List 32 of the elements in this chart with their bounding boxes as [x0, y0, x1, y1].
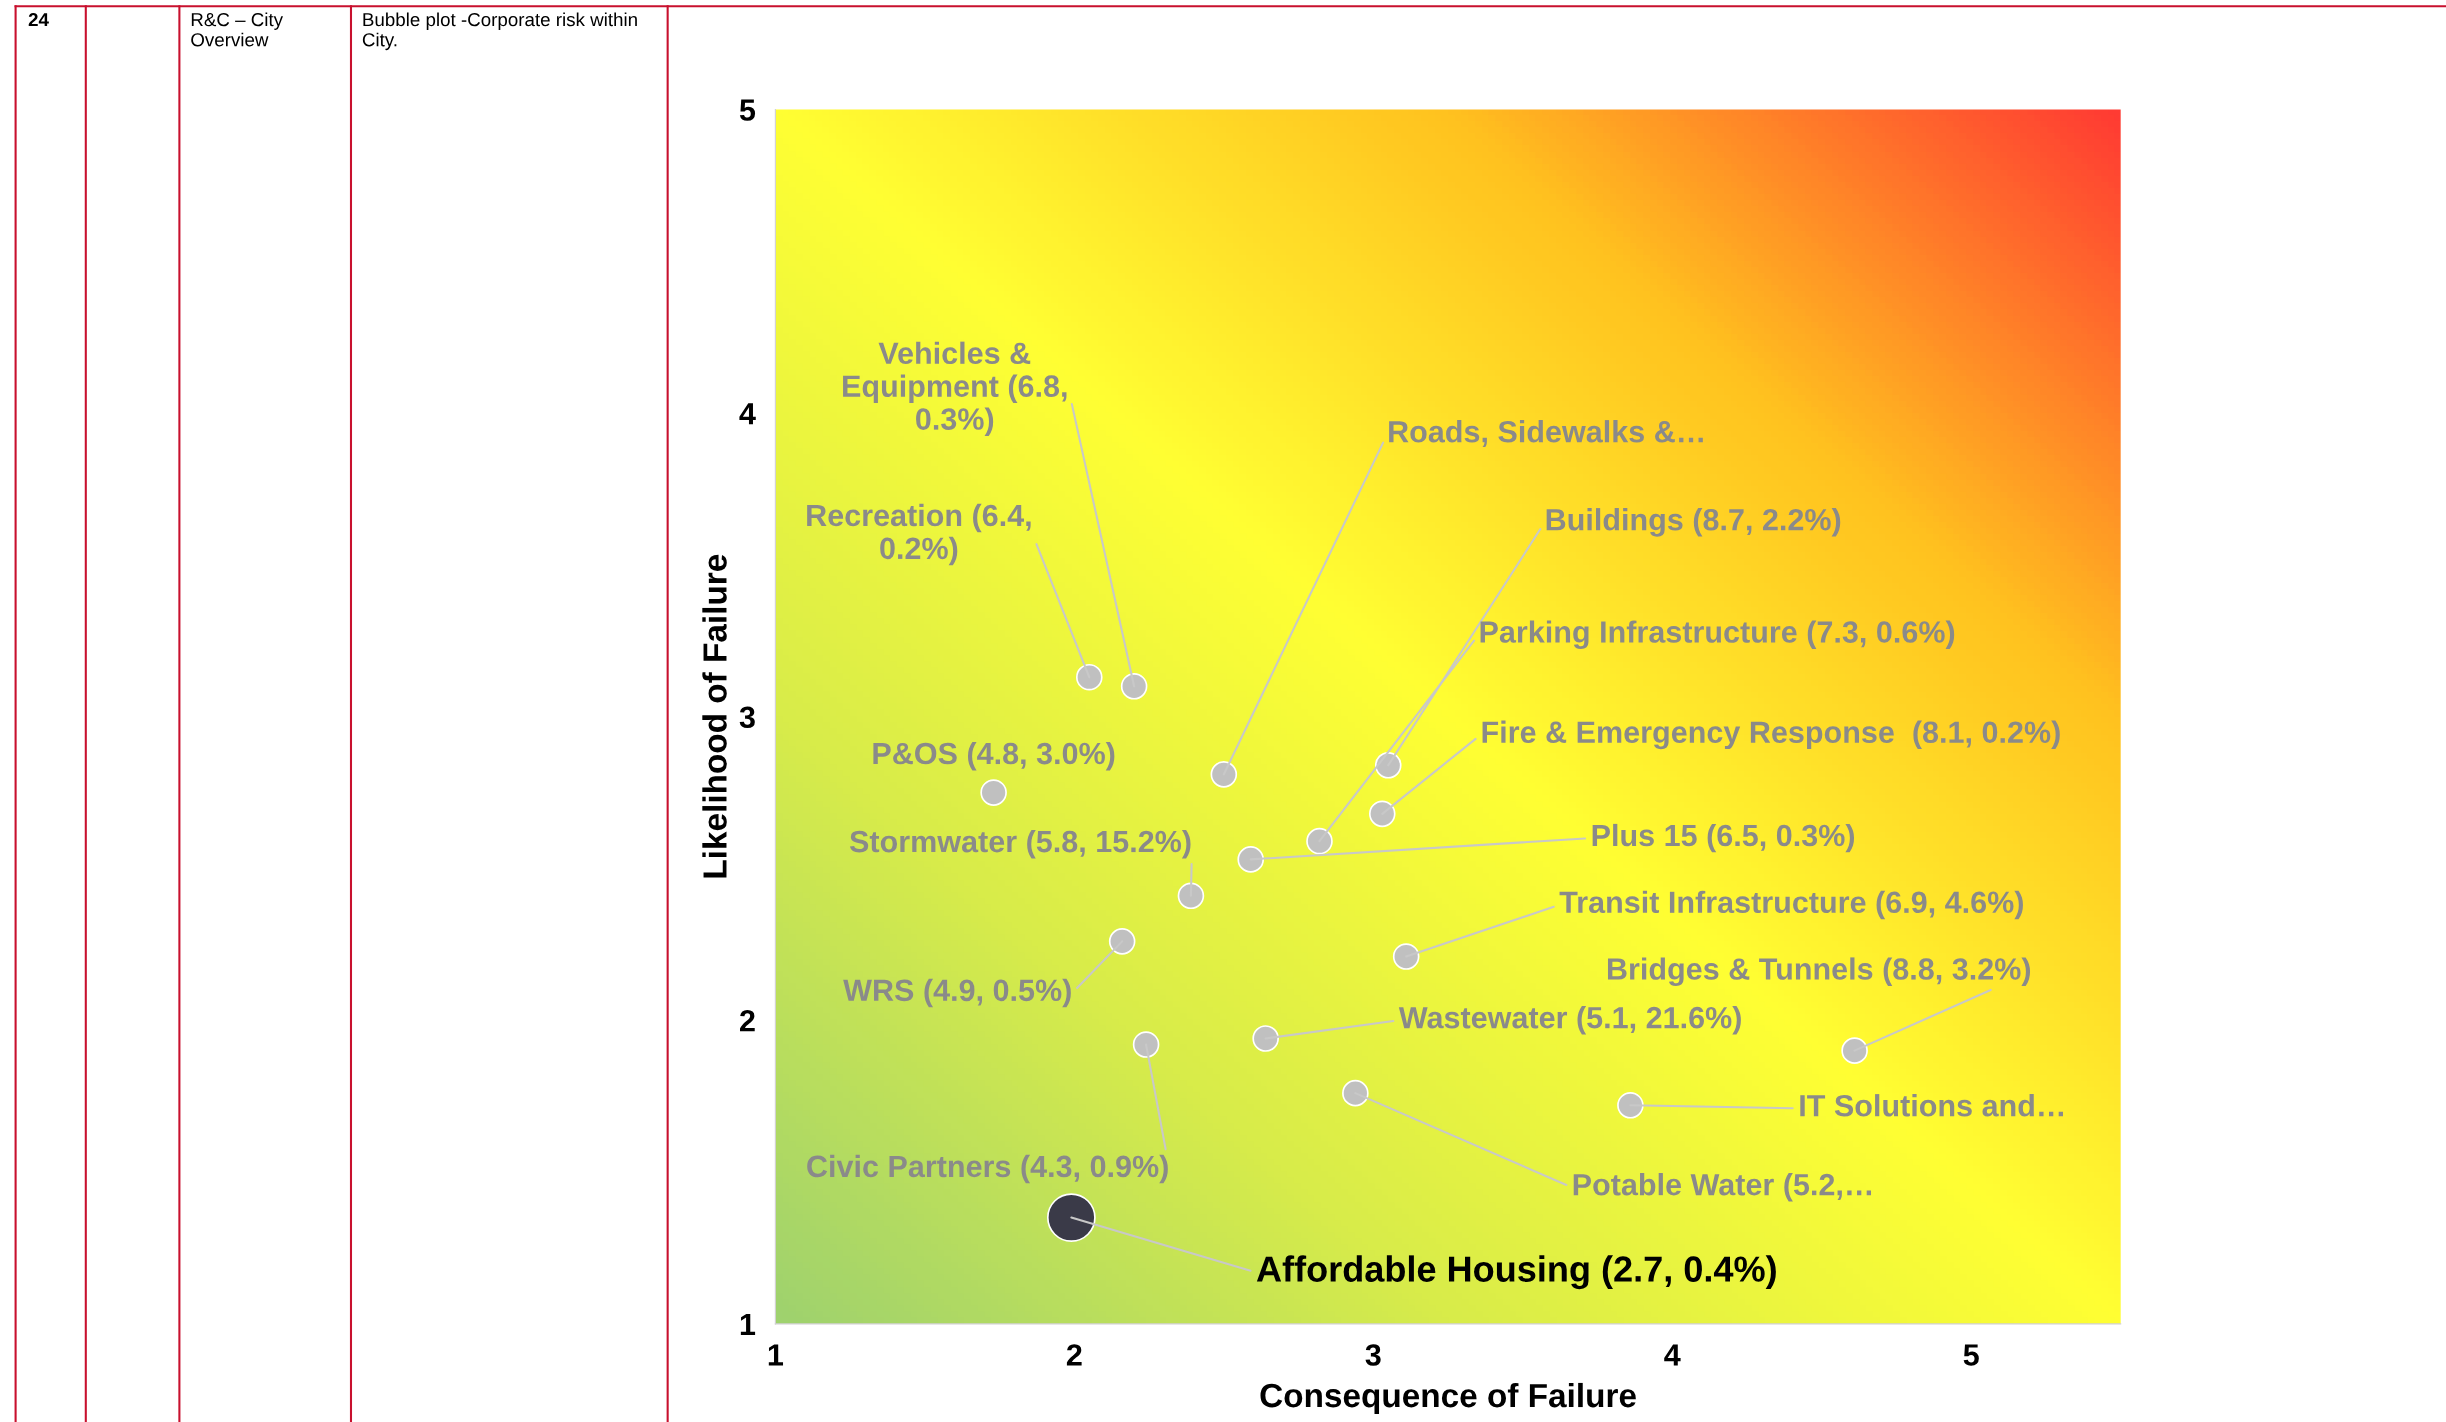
annotation: P&OS (4.8, 3.0%)	[873, 741, 1115, 771]
annotation: Bridges & Tunnels (8.8, 3.2%)	[1607, 957, 2031, 987]
annotation: Wastewater (5.1, 21.6%)	[1398, 1006, 1741, 1035]
x-tick-label: 5	[1963, 1344, 1979, 1366]
annotation: Civic Partners (4.3, 0.9%)	[807, 1154, 1168, 1184]
x-tick-label: 4	[1664, 1344, 1681, 1366]
annotation: Roads, Sidewalks &…	[1389, 420, 1703, 447]
annotation: Fire & Emergency Response (8.1, 0.2%)	[1482, 720, 2060, 750]
annotation: Affordable Housing (2.7, 0.4%)	[1256, 1255, 1776, 1290]
annotation: Transit Infrastructure (6.9, 4.6%)	[1559, 890, 2023, 920]
annotation: Vehicles & Equipment (6.8, 0.3%)	[843, 341, 1067, 436]
annotation: Buildings (8.7, 2.2%)	[1546, 508, 1841, 537]
text: Bubble plot -Corporate risk within City.	[362, 12, 637, 51]
text: R&C – City Overview	[191, 12, 283, 47]
text: 24	[28, 12, 49, 27]
x-tick-label: 1	[768, 1344, 784, 1366]
annotation: Potable Water (5.2,…	[1573, 1173, 1872, 1202]
annotation: Plus 15 (6.5, 0.3%)	[1592, 823, 1855, 853]
y-tick-label: 3	[739, 706, 755, 729]
y-tick-label: 5	[739, 99, 756, 121]
x-tick-label: 3	[1365, 1344, 1381, 1366]
x-tick-label: 2	[1066, 1344, 1082, 1366]
annotation: Parking Infrastructure (7.3, 0.6%)	[1480, 620, 1955, 650]
annotation: IT Solutions and…	[1800, 1094, 2063, 1117]
annotation: Stormwater (5.8, 15.2%)	[849, 829, 1191, 859]
y-tick-label: 4	[739, 403, 756, 425]
annotation: Recreation (6.4, 0.2%)	[807, 503, 1031, 566]
annotation: WRS (4.9, 0.5%)	[843, 978, 1071, 1008]
y-axis-title: Likelihood of Failure	[702, 554, 727, 878]
y-tick-label: 1	[740, 1313, 756, 1335]
y-tick-label: 2	[740, 1010, 755, 1032]
x-axis-title: Consequence of Failure	[1260, 1382, 1636, 1414]
